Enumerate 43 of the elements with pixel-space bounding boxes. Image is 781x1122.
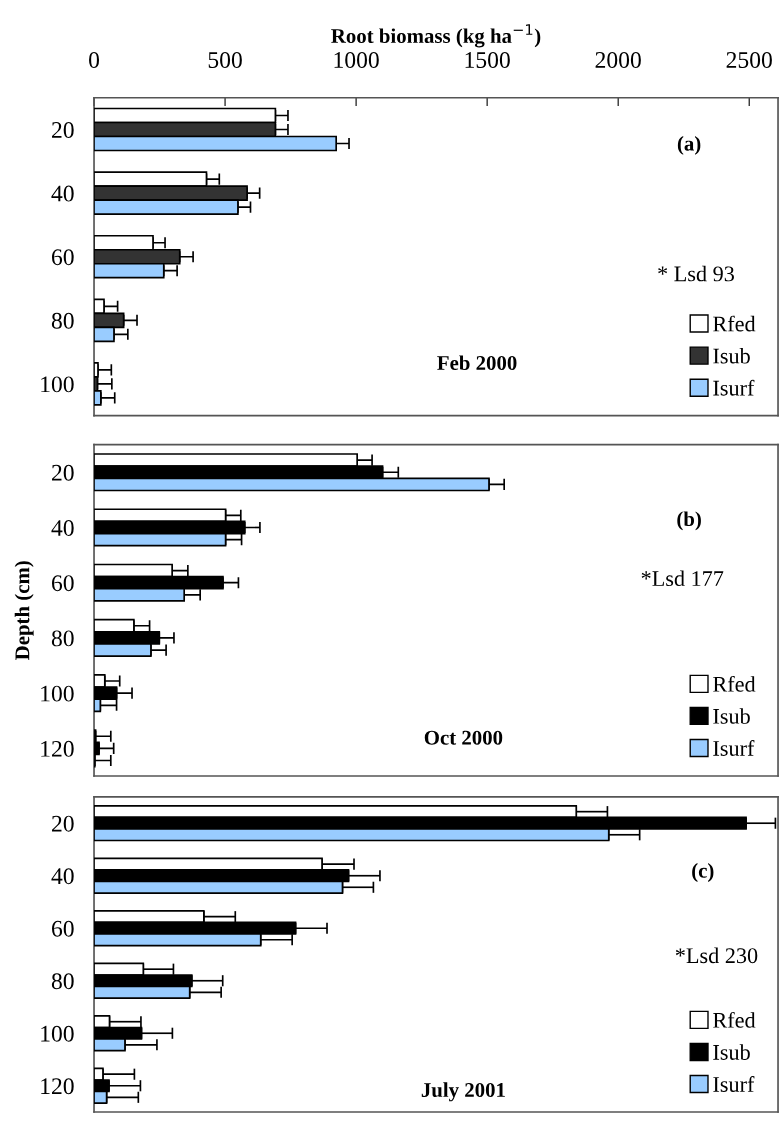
annotation: Oct 2000 bbox=[424, 730, 503, 745]
y-tick-label: 80 bbox=[51, 630, 74, 647]
annotation: *Lsd 230 bbox=[675, 947, 758, 964]
y-tick-label: 20 bbox=[52, 122, 74, 138]
y-tick-label: 100 bbox=[41, 1025, 74, 1042]
y-tick-label: 60 bbox=[51, 575, 74, 592]
annotation: * Lsd 93 bbox=[658, 265, 734, 282]
x-tick-label: 500 bbox=[208, 52, 242, 68]
legend-label: Isurf bbox=[713, 740, 755, 756]
legend-label: Isub bbox=[713, 347, 750, 364]
y-tick-label: 120 bbox=[41, 740, 74, 757]
legend-label: Rfed bbox=[713, 675, 756, 692]
y-tick-label: 80 bbox=[51, 312, 74, 329]
annotation: (a) bbox=[677, 135, 701, 155]
legend-label: Isub bbox=[713, 708, 750, 724]
y-tick-label: 80 bbox=[51, 973, 74, 990]
x-tick-label: 2500 bbox=[726, 52, 772, 68]
y-tick-label: 100 bbox=[41, 685, 74, 702]
y-tick-label: 40 bbox=[51, 519, 74, 536]
annotation: Feb 2000 bbox=[437, 355, 517, 371]
x-axis-title: Root biomass (kg ha$^{−1}$) bbox=[331, 24, 541, 48]
x-tick-label: 2000 bbox=[595, 52, 641, 68]
annotation: (c) bbox=[692, 863, 714, 883]
y-tick-label: 20 bbox=[52, 815, 74, 832]
x-tick-label: 1500 bbox=[465, 52, 510, 68]
legend-label: Isurf bbox=[713, 379, 755, 396]
y-tick-label: 40 bbox=[51, 185, 74, 202]
y-tick-label: 100 bbox=[41, 376, 74, 393]
y-tick-label: 20 bbox=[52, 464, 74, 481]
legend-label: Rfed bbox=[713, 315, 756, 332]
y-tick-label: 40 bbox=[51, 868, 74, 885]
annotation: *Lsd 177 bbox=[641, 570, 724, 587]
legend-label: Isub bbox=[713, 1044, 750, 1060]
y-tick-label: 60 bbox=[51, 920, 74, 937]
annotation: July 2001 bbox=[421, 1082, 505, 1102]
y-tick-label: 120 bbox=[41, 1078, 74, 1095]
annotation: (b) bbox=[677, 511, 701, 531]
y-axis-title: Depth (cm) bbox=[14, 561, 34, 660]
x-tick-label: 0 bbox=[89, 52, 100, 68]
x-tick-label: 1000 bbox=[334, 52, 379, 68]
legend-label: Rfed bbox=[713, 1011, 756, 1028]
legend-label: Isurf bbox=[713, 1076, 755, 1092]
y-tick-label: 60 bbox=[51, 249, 74, 266]
